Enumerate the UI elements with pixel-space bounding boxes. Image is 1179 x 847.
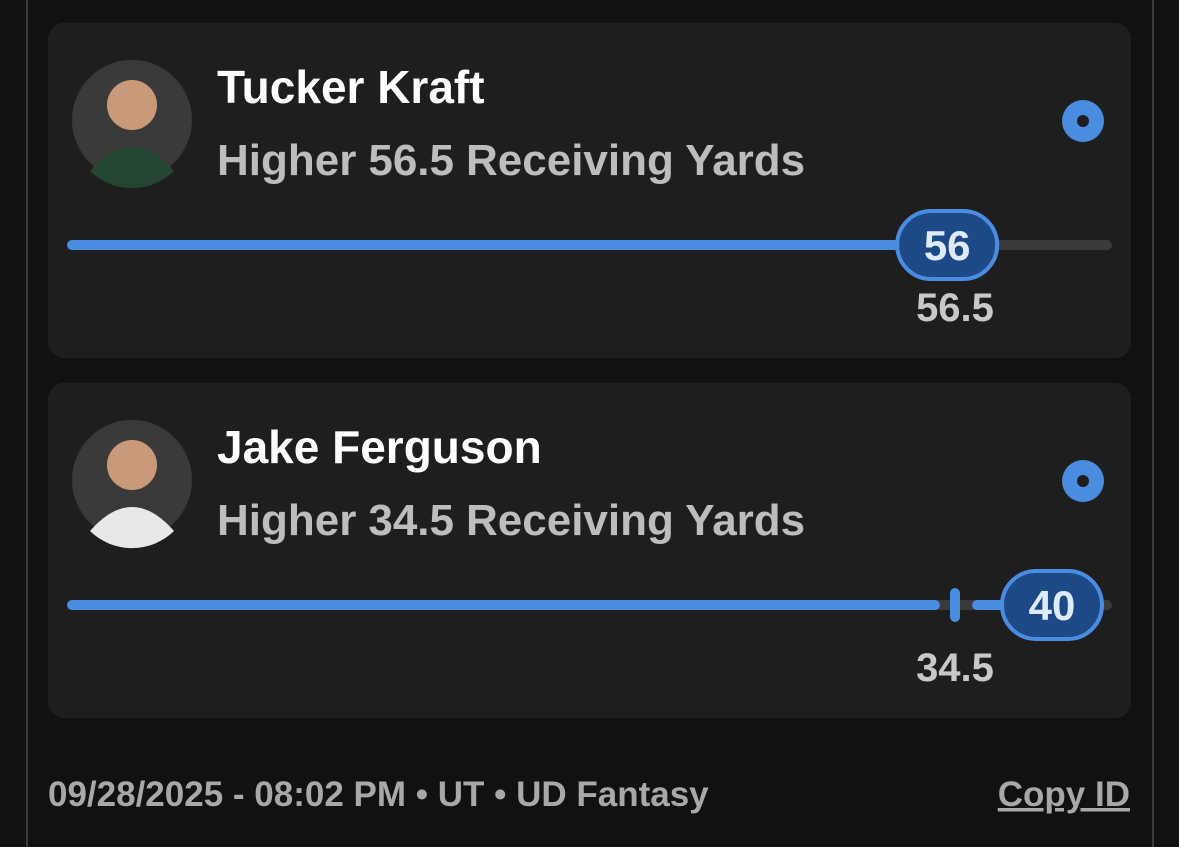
pick-line: 34.5 (368, 496, 454, 545)
pick-direction: Higher (217, 136, 356, 185)
line-marker (950, 588, 960, 622)
footer-info: 09/28/2025 - 08:02 PM • UT • UD Fantasy (48, 775, 709, 814)
copy-id-link[interactable]: Copy ID (998, 775, 1130, 814)
player-name: Jake Ferguson (217, 421, 542, 473)
card-background (48, 383, 1131, 718)
avatar-body (90, 507, 174, 549)
actual-value: 56 (924, 222, 971, 269)
pick-description: Higher 34.5 Receiving Yards (217, 496, 805, 545)
selection-indicator-dot (1077, 115, 1089, 127)
player-name: Tucker Kraft (217, 61, 485, 113)
avatar-body (90, 147, 174, 189)
avatar-head (107, 440, 157, 490)
line-label: 34.5 (916, 646, 994, 690)
pick-description: Higher 56.5 Receiving Yards (217, 136, 805, 185)
selection-indicator-dot (1077, 475, 1089, 487)
pick-line: 56.5 (368, 136, 454, 185)
pick-stat: Receiving Yards (466, 496, 805, 545)
actual-badge (895, 209, 1000, 281)
actual-badge (1000, 569, 1104, 641)
pick-direction: Higher (217, 496, 356, 545)
pick-stat: Receiving Yards (466, 136, 805, 185)
line-label: 56.5 (916, 286, 994, 330)
card-background (48, 23, 1131, 358)
actual-value: 40 (1029, 582, 1076, 629)
avatar-head (107, 80, 157, 130)
